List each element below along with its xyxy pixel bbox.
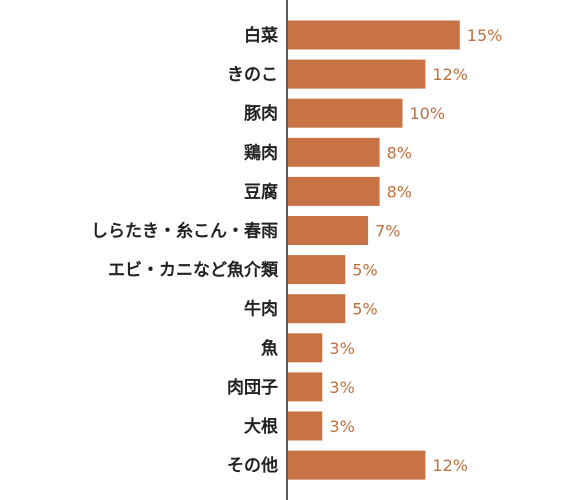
bar-1 (288, 59, 426, 89)
bar-5 (288, 216, 369, 245)
value-label-5: 7% (375, 222, 400, 241)
category-label-11: その他 (227, 455, 278, 476)
bar-8 (288, 333, 323, 363)
category-label-5: しらたき・糸こん・春雨 (91, 221, 278, 242)
bar-6 (288, 255, 346, 285)
value-label-1: 12% (432, 65, 468, 84)
value-label-2: 10% (410, 104, 446, 123)
bar-11 (288, 450, 426, 480)
bar-4 (288, 176, 380, 206)
category-label-8: 魚 (261, 338, 278, 359)
category-label-6: エビ・カニなど魚介類 (108, 260, 279, 281)
value-label-6: 5% (352, 261, 377, 280)
category-label-4: 豆腐 (244, 181, 278, 202)
labels-layer: 白菜 15% きのこ 12% 豚肉 10% 鶏肉 8% 豆腐 8% しらたき・糸こん・春雨 7% エビ・… (91, 25, 502, 476)
category-label-2: 豚肉 (244, 103, 278, 124)
value-label-7: 5% (352, 300, 377, 319)
category-label-0: 白菜 (244, 25, 279, 46)
value-label-10: 3% (329, 417, 354, 436)
bar-10 (288, 411, 323, 441)
value-label-0: 15% (467, 26, 503, 45)
value-label-3: 8% (387, 143, 412, 162)
value-label-11: 12% (432, 456, 468, 475)
category-label-1: きのこ (227, 65, 278, 85)
value-label-8: 3% (329, 339, 354, 358)
category-label-3: 鶏肉 (244, 142, 278, 163)
category-label-9: 肉団子 (227, 377, 278, 398)
bar-9 (288, 372, 323, 402)
bar-2 (288, 98, 403, 128)
category-label-10: 大根 (244, 416, 278, 437)
bar-0 (288, 20, 460, 50)
bars-layer (288, 20, 460, 480)
category-label-7: 牛肉 (244, 299, 278, 320)
value-label-4: 8% (387, 182, 412, 201)
bar-7 (288, 294, 346, 324)
bar-3 (288, 137, 380, 167)
value-label-9: 3% (329, 378, 354, 397)
